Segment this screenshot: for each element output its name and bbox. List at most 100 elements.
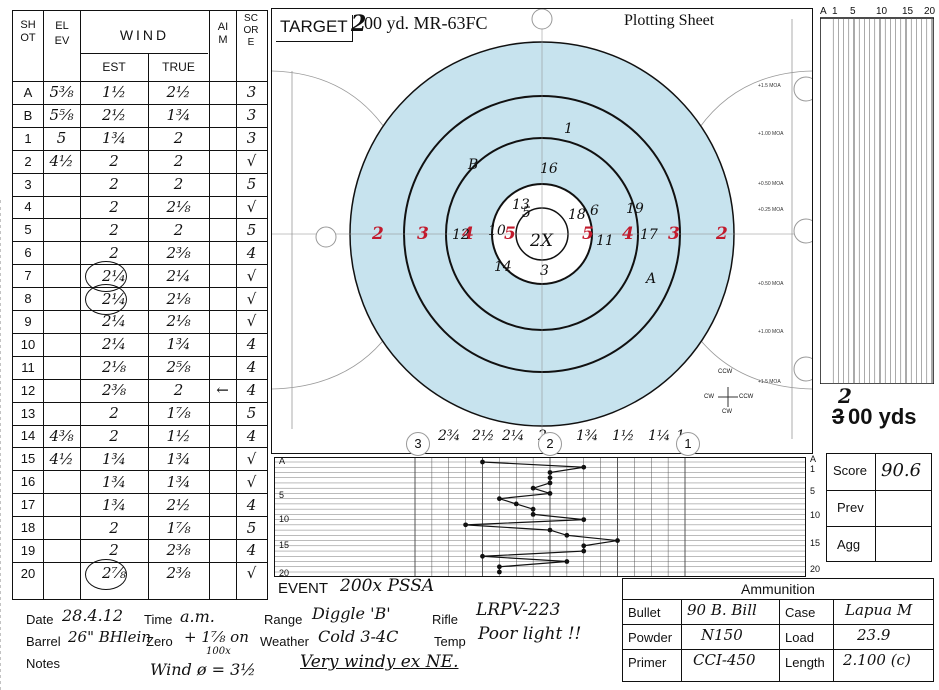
- row-wind-true: 2: [173, 175, 184, 194]
- time-label: Time: [144, 612, 173, 627]
- row-wind-true: 2¼: [166, 266, 191, 285]
- notes-value: Very windy ex NE.: [300, 652, 459, 672]
- length-label: Length: [785, 655, 825, 670]
- row-wind-true: 1¾: [166, 335, 191, 354]
- row-shot: 9: [24, 313, 32, 329]
- scale-label: +0.25 MOA: [758, 207, 784, 213]
- elevation-axis-label: 20: [924, 6, 936, 17]
- shot-label: A: [646, 271, 657, 287]
- bullet-label: Bullet: [628, 605, 661, 620]
- row-elev: 5⅝: [49, 106, 74, 125]
- row-shot: 15: [20, 451, 36, 467]
- shot-table: SHOT ELEV WIND EST TRUE AIM SCORE A 5⅜ 1½ 2…: [12, 10, 268, 600]
- row-shot: 7: [24, 268, 32, 284]
- barrel-label: Barrel: [26, 634, 61, 649]
- row-wind-est: 2: [109, 243, 119, 262]
- row-shot: 17: [20, 497, 36, 513]
- temp-value: Poor light !!: [478, 624, 582, 644]
- row-score: √: [246, 312, 257, 331]
- row-score: 4: [246, 243, 257, 262]
- row-score: 5: [246, 175, 257, 194]
- row-wind-true: 2⅝: [166, 358, 191, 377]
- length-value: 2.100 (c): [843, 651, 911, 669]
- row-score: 5: [246, 518, 257, 537]
- ring-value-label: 3: [417, 224, 429, 244]
- range-value: Diggle 'B': [312, 604, 391, 623]
- row-wind-true: 2⅛: [166, 197, 191, 216]
- row-elev: [43, 241, 80, 264]
- row-elev: [43, 402, 80, 425]
- wind-circle-mark: 3: [406, 432, 430, 456]
- row-wind-true: 2: [173, 152, 184, 171]
- row-aim: [209, 81, 236, 104]
- row-aim: [209, 516, 236, 539]
- wind-point: [530, 506, 536, 512]
- row-elev: 4½: [49, 152, 74, 171]
- row-score: √: [246, 197, 257, 216]
- wind-point: [581, 548, 587, 554]
- wind-graph-plot: [275, 458, 805, 576]
- row-aim: [209, 264, 236, 287]
- range-distance-text: 00 yds: [848, 404, 917, 429]
- row-wind-est: 1¾: [101, 129, 127, 148]
- row-wind-true: 2⅜: [166, 541, 191, 560]
- elevation-axis-label: 15: [902, 6, 914, 17]
- range-distance-mark: 2: [838, 384, 852, 408]
- row-shot: 11: [21, 359, 35, 375]
- notes-label: Notes: [26, 656, 60, 671]
- row-aim: [209, 241, 236, 264]
- row-score: 4: [246, 358, 257, 377]
- row-wind-est: 2¼: [101, 312, 127, 331]
- row-score: √: [246, 564, 257, 583]
- wind-axis-left-label: 5: [279, 490, 285, 500]
- row-elev: [43, 218, 80, 241]
- shot-label: 12: [452, 227, 470, 243]
- row-elev: 5: [56, 129, 67, 148]
- wind-circle-mark: 2: [538, 432, 562, 456]
- row-shot: 4: [24, 199, 32, 215]
- row-score: √: [246, 449, 257, 468]
- compass-cw-bottom: CW: [722, 409, 732, 415]
- wind-axis-left-label: 10: [279, 514, 290, 524]
- row-elev: [43, 196, 80, 219]
- circled-mark: [85, 284, 127, 315]
- wind-point: [496, 569, 502, 575]
- row-aim: [209, 447, 236, 470]
- row-shot: 12: [20, 382, 36, 398]
- circled-mark: [85, 558, 127, 590]
- shot-label: 17: [640, 227, 658, 243]
- row-wind-est: 2¼: [101, 335, 127, 354]
- row-score: √: [246, 152, 257, 171]
- row-aim: [209, 425, 236, 448]
- load-label: Load: [785, 630, 814, 645]
- target-label: TARGET: [276, 15, 353, 42]
- temp-label: Temp: [434, 634, 466, 649]
- ring-value-label: 2: [372, 224, 384, 244]
- row-elev: [43, 470, 80, 493]
- shot-label: 6: [590, 203, 599, 219]
- row-wind-est: 2⅛: [101, 358, 127, 377]
- shot-label: B: [468, 157, 479, 173]
- wind-graph: [274, 457, 806, 577]
- event-label: EVENT: [278, 580, 329, 597]
- row-shot: 6: [24, 245, 32, 261]
- scale-label: +1.5 MOA: [758, 83, 781, 89]
- range-label: Range: [264, 612, 303, 627]
- row-shot: 1: [24, 130, 32, 146]
- wind-point: [496, 496, 502, 502]
- row-wind-est: 1¾: [101, 472, 127, 491]
- wind-point: [480, 459, 485, 465]
- row-shot: 19: [20, 542, 36, 558]
- row-wind-est: 2: [109, 197, 119, 216]
- row-score: √: [246, 472, 257, 491]
- target-face: [272, 9, 812, 449]
- side-edge-text: [0, 200, 9, 690]
- score-value: 90.6: [881, 460, 922, 481]
- row-score: √: [246, 266, 257, 285]
- wind-point: [480, 553, 485, 559]
- scale-label: +0.50 MOA: [758, 181, 784, 187]
- row-aim: [209, 287, 236, 310]
- wind-point: [547, 475, 553, 481]
- row-elev: [43, 264, 80, 287]
- wind-point: [581, 464, 587, 470]
